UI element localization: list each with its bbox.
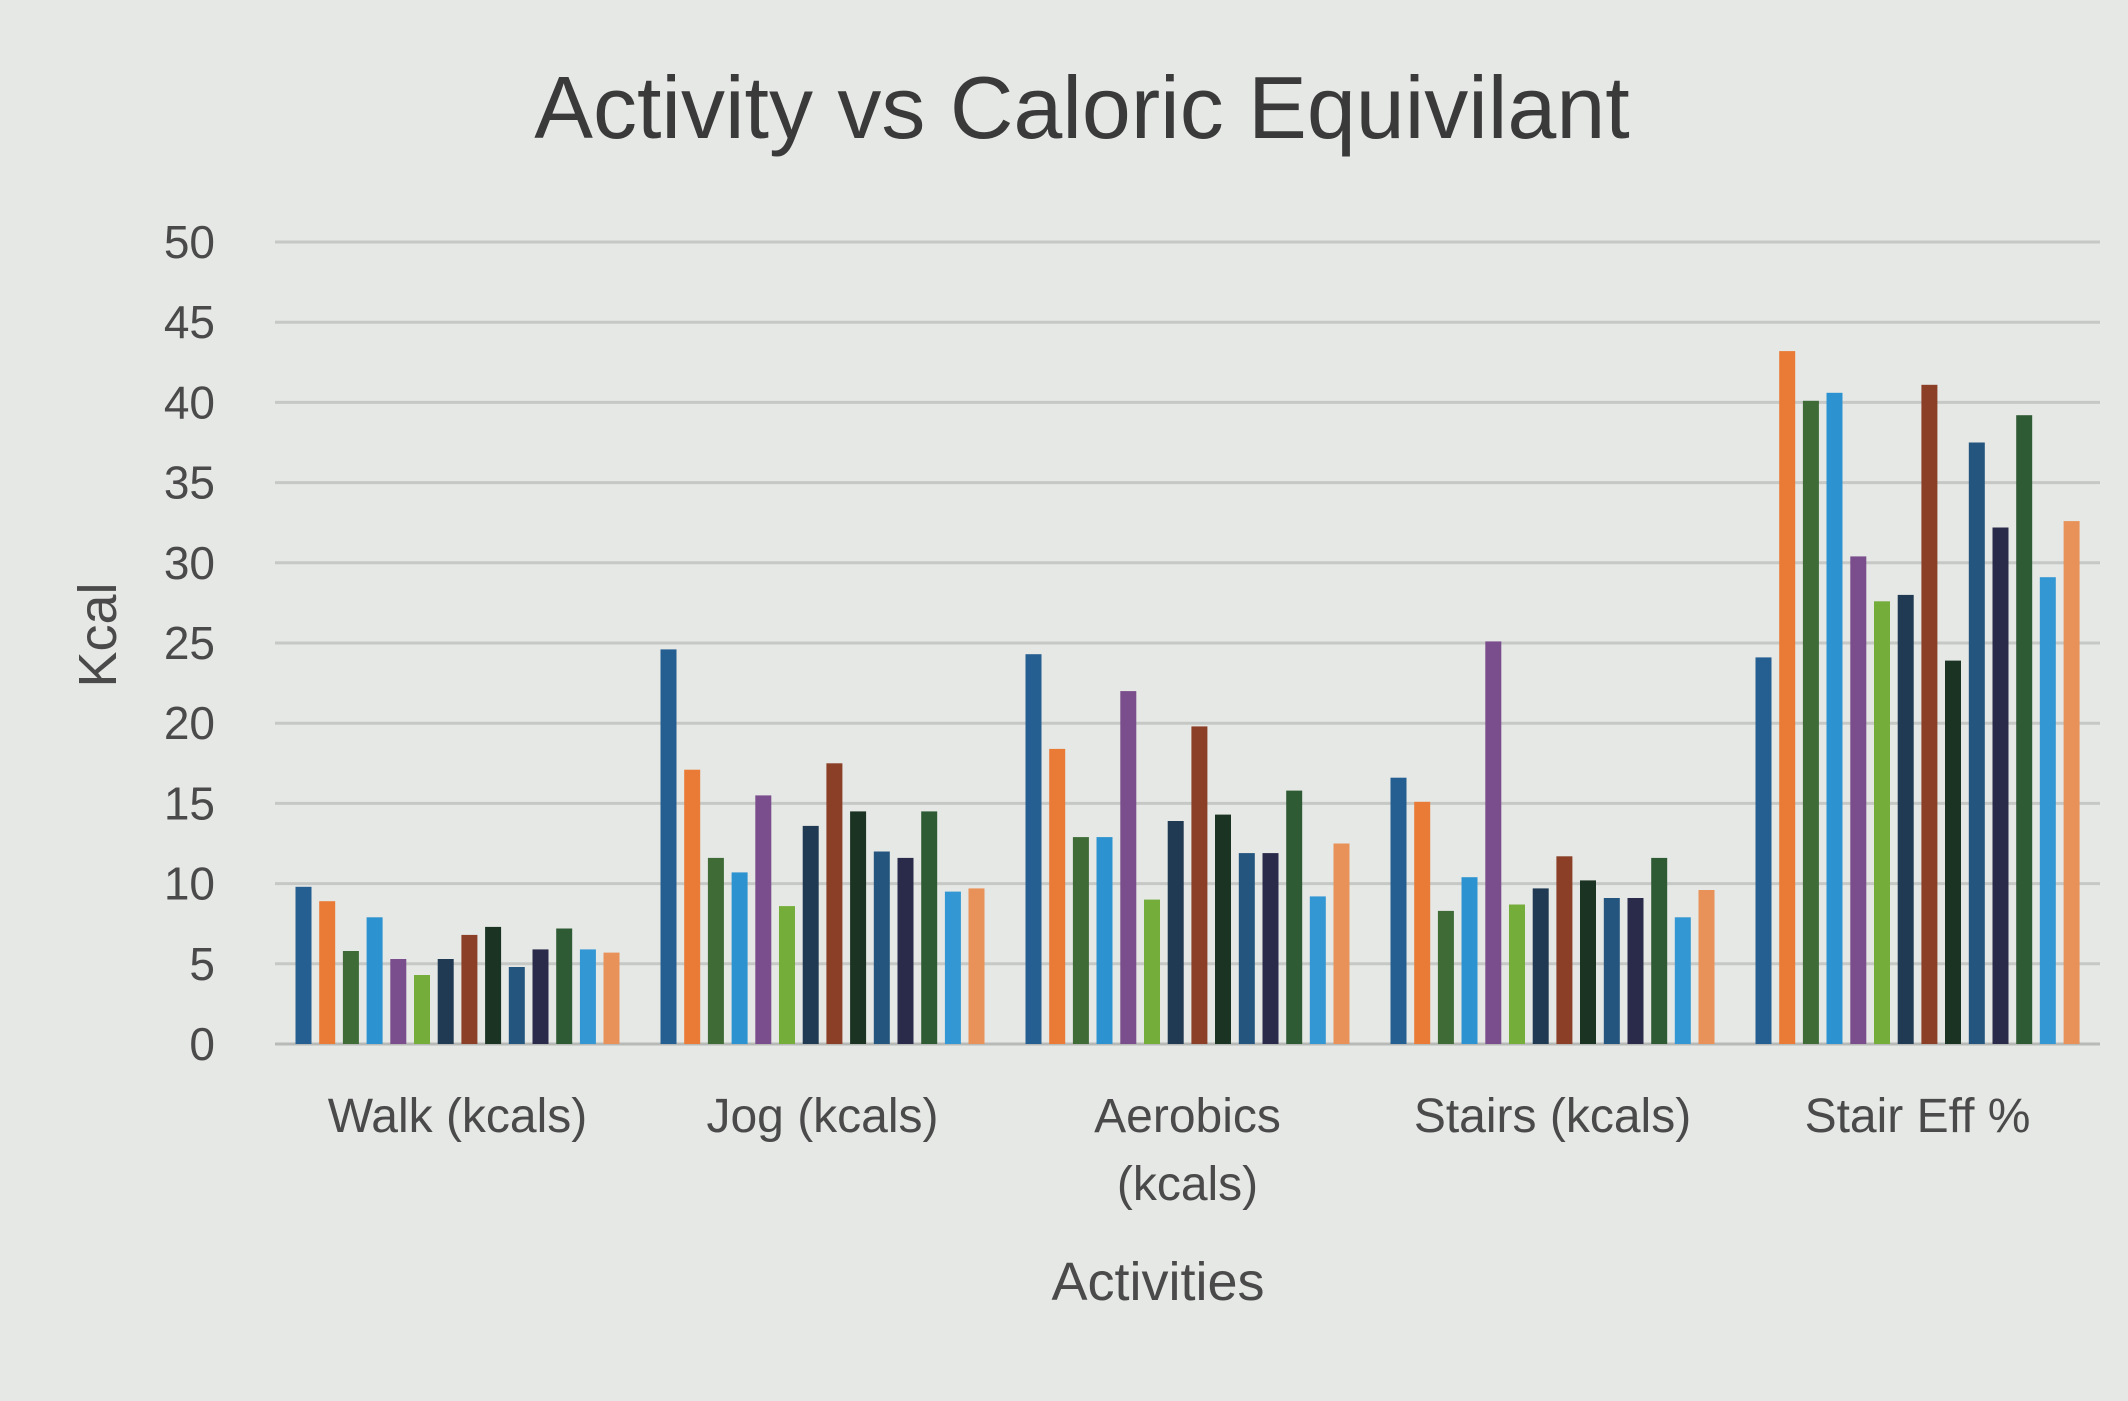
bar bbox=[1262, 853, 1279, 1044]
y-tick-label: 50 bbox=[164, 216, 215, 268]
bar bbox=[366, 917, 383, 1044]
bar bbox=[579, 949, 596, 1044]
bar bbox=[731, 872, 748, 1044]
bar bbox=[1674, 917, 1691, 1044]
bar bbox=[1603, 898, 1620, 1044]
bars bbox=[295, 351, 2080, 1045]
y-tick-label: 10 bbox=[164, 858, 215, 910]
bar bbox=[2016, 415, 2033, 1044]
y-axis-title: Kcal bbox=[68, 582, 128, 687]
x-axis-title: Activities bbox=[1051, 1252, 1264, 1312]
bar bbox=[779, 906, 795, 1044]
bar bbox=[1826, 392, 1843, 1044]
bar bbox=[1874, 601, 1890, 1044]
bar bbox=[1167, 821, 1184, 1044]
bar bbox=[1215, 814, 1231, 1044]
bar bbox=[1945, 660, 1961, 1044]
bar bbox=[532, 949, 549, 1044]
x-category-label: Aerobics bbox=[1094, 1090, 1281, 1143]
bar bbox=[1072, 837, 1089, 1044]
bar bbox=[556, 928, 573, 1044]
y-tick-label: 45 bbox=[164, 296, 215, 348]
x-axis-categories: Walk (kcals) Jog (kcals) Aerobics (kcals) St… bbox=[328, 1090, 2031, 1211]
bar bbox=[508, 967, 525, 1044]
bar bbox=[1049, 748, 1066, 1044]
bar bbox=[897, 857, 914, 1044]
bar bbox=[603, 952, 620, 1044]
bar bbox=[461, 934, 478, 1044]
x-category-label: Stair Eff % bbox=[1805, 1090, 2031, 1143]
bar bbox=[1921, 384, 1938, 1044]
bar bbox=[295, 886, 312, 1044]
bar bbox=[1286, 790, 1303, 1044]
bar bbox=[921, 811, 938, 1044]
bar bbox=[1461, 877, 1478, 1044]
bar bbox=[1120, 691, 1137, 1044]
bar bbox=[1580, 880, 1596, 1044]
bar bbox=[1651, 857, 1668, 1044]
bar bbox=[660, 649, 677, 1044]
bar bbox=[1414, 801, 1431, 1044]
bar bbox=[1992, 527, 2009, 1044]
bar bbox=[1532, 888, 1549, 1044]
bar bbox=[437, 959, 454, 1044]
bar bbox=[1309, 896, 1326, 1044]
bar bbox=[1144, 899, 1160, 1044]
bar bbox=[968, 888, 985, 1044]
bar bbox=[1437, 910, 1454, 1044]
bar bbox=[2063, 521, 2080, 1044]
bar bbox=[684, 769, 701, 1044]
bar bbox=[1968, 442, 1985, 1044]
bar bbox=[707, 857, 724, 1044]
bar bbox=[1025, 654, 1042, 1044]
bar bbox=[873, 851, 890, 1044]
bar bbox=[1802, 400, 1819, 1044]
bar bbox=[1850, 556, 1867, 1044]
x-category-label: Jog (kcals) bbox=[706, 1090, 938, 1143]
bar bbox=[1698, 890, 1715, 1044]
bar bbox=[342, 951, 359, 1044]
bar bbox=[850, 811, 867, 1044]
bar bbox=[414, 975, 430, 1044]
y-tick-label: 20 bbox=[164, 697, 215, 749]
bar bbox=[2039, 577, 2056, 1044]
bar bbox=[1556, 856, 1573, 1044]
bar bbox=[1096, 837, 1113, 1044]
y-tick-label: 15 bbox=[164, 777, 215, 829]
x-category-label: Stairs (kcals) bbox=[1414, 1090, 1691, 1143]
bar bbox=[802, 825, 819, 1044]
bar bbox=[1509, 904, 1525, 1044]
bar bbox=[826, 763, 843, 1044]
chart-title: Activity vs Caloric Equivilant bbox=[534, 58, 1629, 157]
y-tick-label: 25 bbox=[164, 617, 215, 669]
y-tick-label: 40 bbox=[164, 376, 215, 428]
bar bbox=[755, 795, 772, 1044]
y-tick-label: 35 bbox=[164, 457, 215, 509]
bar bbox=[1238, 853, 1255, 1044]
y-tick-label: 0 bbox=[189, 1018, 215, 1070]
bar bbox=[1897, 594, 1914, 1044]
bar bbox=[1390, 777, 1407, 1044]
bar bbox=[1627, 898, 1644, 1044]
bar bbox=[1333, 843, 1350, 1044]
bar bbox=[390, 959, 407, 1044]
bar bbox=[1755, 657, 1772, 1044]
bar bbox=[1485, 641, 1502, 1044]
y-axis-ticks: 0 5 10 15 20 25 30 35 40 45 50 bbox=[164, 216, 215, 1070]
bar bbox=[1191, 726, 1208, 1044]
x-category-label: Walk (kcals) bbox=[328, 1090, 588, 1143]
y-tick-label: 5 bbox=[189, 938, 215, 990]
gridlines bbox=[275, 240, 2100, 1046]
bar bbox=[485, 926, 502, 1044]
bar bbox=[944, 891, 961, 1044]
bar bbox=[1779, 351, 1796, 1045]
x-category-label: (kcals) bbox=[1117, 1158, 1258, 1211]
y-tick-label: 30 bbox=[164, 537, 215, 589]
bar bbox=[319, 901, 336, 1044]
